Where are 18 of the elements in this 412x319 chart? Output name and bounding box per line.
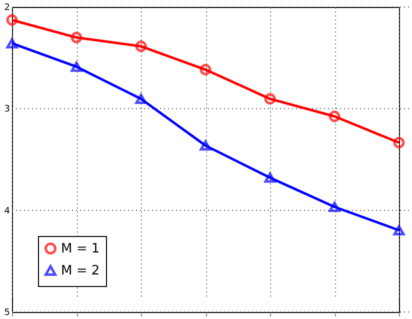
point (264, 93, 276, 105)
point (135, 40, 147, 52)
point (135, 94, 147, 104)
point (200, 140, 212, 151)
point (393, 225, 405, 236)
point (70, 32, 82, 44)
point (328, 110, 340, 122)
point (264, 172, 276, 183)
text: 3 (4, 104, 10, 115)
text: 5 (4, 308, 10, 318)
point (6, 38, 18, 48)
legend-label: M = 2 (61, 264, 100, 278)
point (328, 202, 340, 212)
point (200, 64, 212, 76)
point (70, 62, 82, 72)
text: 4 (4, 206, 10, 216)
text: 2 (4, 3, 10, 13)
legend-label: M = 1 (61, 242, 100, 256)
